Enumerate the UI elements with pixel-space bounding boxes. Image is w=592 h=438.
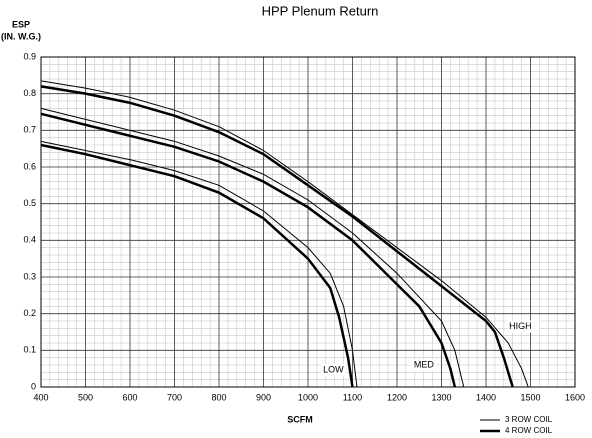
y-tick-label: 0 <box>31 381 36 391</box>
curve <box>40 107 465 388</box>
chart-title: HPP Plenum Return <box>262 3 379 18</box>
x-tick-label: 1100 <box>343 392 362 402</box>
annotation-bg <box>507 320 540 333</box>
x-tick-label: 1000 <box>298 392 318 402</box>
x-tick-label: 500 <box>78 392 93 402</box>
x-tick-label: 1500 <box>520 392 540 402</box>
y-tick-label: 0.2 <box>23 308 36 318</box>
curve <box>40 85 514 388</box>
plot-frame <box>40 56 576 388</box>
y-tick-label: 0.8 <box>23 88 36 98</box>
y-tick-label: 0.7 <box>23 125 36 135</box>
y-tick-label: 0.4 <box>23 235 36 245</box>
annotation: HIGH <box>509 321 532 331</box>
legend-label: 3 ROW COIL <box>505 415 553 424</box>
annotation-bg <box>411 359 437 371</box>
y-tick-label: 0.6 <box>23 161 36 171</box>
y-axis-label: (IN. W.G.) <box>1 31 41 41</box>
x-tick-label: 400 <box>33 392 48 402</box>
y-tick-label: 0.3 <box>23 271 36 281</box>
x-axis-label: SCFM <box>287 414 313 424</box>
annotation: MED <box>414 359 435 369</box>
annotation-bg <box>321 364 347 377</box>
annotation: LOW <box>323 365 344 375</box>
x-tick-label: 700 <box>167 392 182 402</box>
curve <box>40 80 529 388</box>
y-tick-label: 0.1 <box>23 345 36 355</box>
legend-label: 4 ROW COIL <box>505 426 553 435</box>
x-tick-label: 900 <box>256 392 271 402</box>
curve <box>40 140 358 388</box>
curve <box>40 112 457 388</box>
y-axis-label: ESP <box>12 19 30 29</box>
x-tick-label: 1300 <box>431 392 451 402</box>
x-tick-label: 1400 <box>476 392 496 402</box>
y-tick-label: 0.9 <box>23 51 36 61</box>
x-tick-label: 1600 <box>565 392 585 402</box>
x-tick-label: 600 <box>122 392 137 402</box>
y-tick-label: 0.5 <box>23 198 36 208</box>
x-tick-label: 1200 <box>387 392 407 402</box>
x-tick-label: 800 <box>211 392 226 402</box>
curve <box>40 143 354 388</box>
